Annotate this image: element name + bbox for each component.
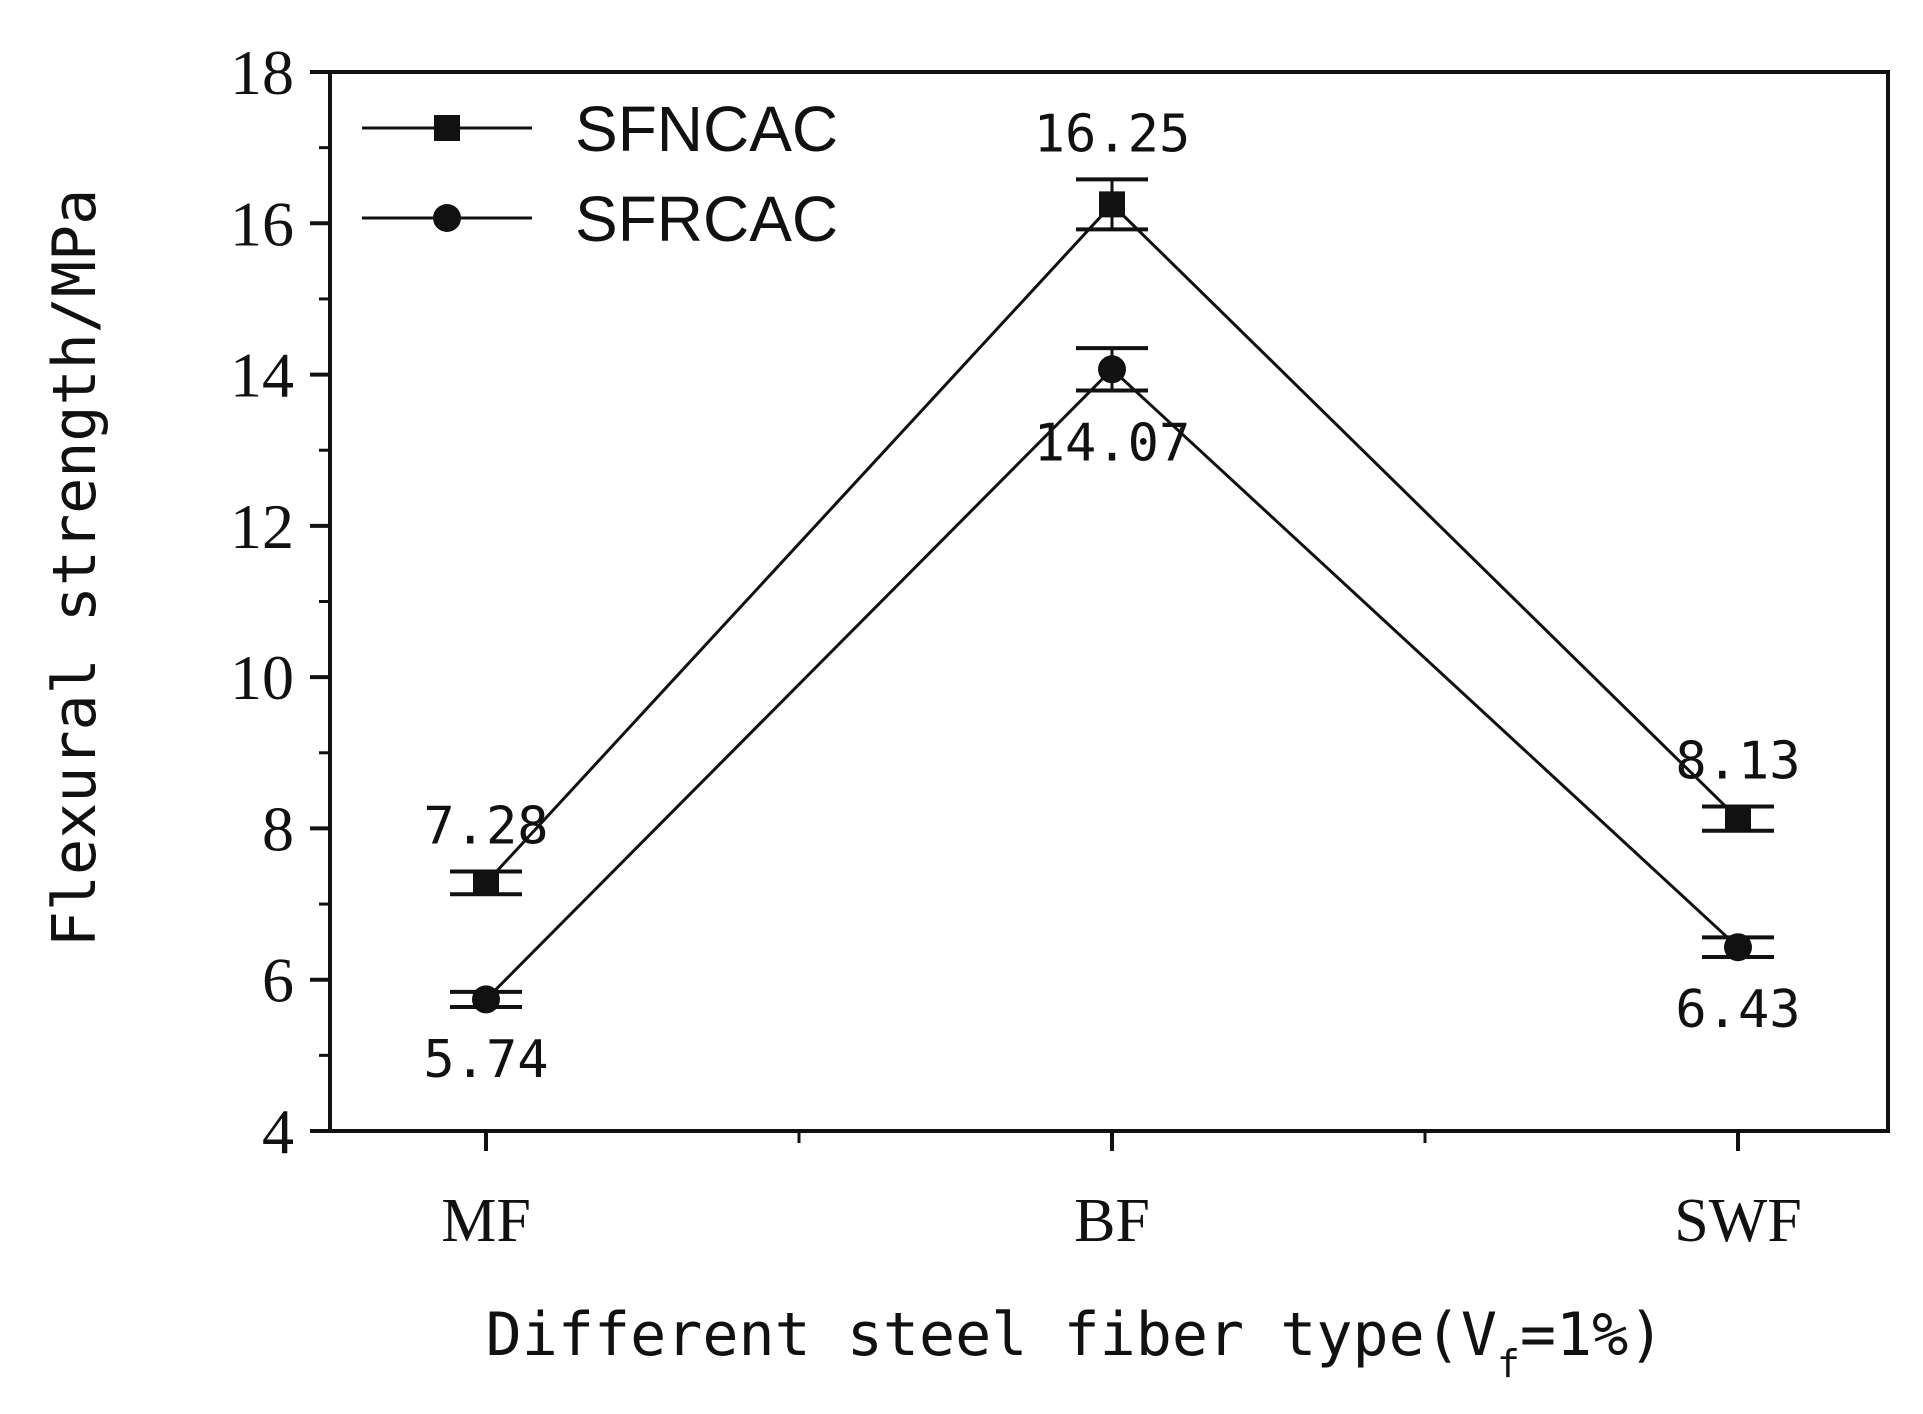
- data-label: 8.13: [1675, 731, 1800, 791]
- series-lines: [484, 202, 1740, 1001]
- legend-marker-square: [434, 115, 460, 141]
- y-tick-label: 4: [262, 1096, 294, 1167]
- data-label: 14.07: [1034, 413, 1191, 473]
- data-point-square: [1725, 805, 1751, 832]
- x-axis-title-tail: =1%): [1520, 1300, 1665, 1370]
- error-bars: [450, 177, 1774, 1009]
- markers: [472, 191, 1752, 1014]
- data-label: 5.74: [423, 1030, 548, 1090]
- data-label: 16.25: [1034, 104, 1191, 164]
- x-tick-label: SWF: [1674, 1187, 1801, 1255]
- ticks: [310, 70, 1740, 1151]
- x-tick-label: MF: [441, 1187, 531, 1255]
- y-tick-label: 8: [262, 793, 294, 864]
- y-tick-label: 6: [262, 945, 294, 1016]
- x-axis-title-subscript: f: [1497, 1342, 1520, 1386]
- legend-marker-circle: [433, 204, 461, 232]
- data-point-circle: [1724, 933, 1752, 962]
- y-tick-label: 14: [230, 340, 294, 411]
- y-tick-label: 16: [230, 188, 294, 259]
- y-tick-label: 12: [230, 491, 294, 562]
- series-line-sfncac: [484, 202, 1740, 884]
- data-label: 7.28: [423, 797, 548, 857]
- y-tick-label: 10: [230, 642, 294, 713]
- data-point-circle: [472, 985, 500, 1014]
- x-tick-label: BF: [1074, 1187, 1150, 1255]
- x-axis-title: Different steel fiber type(Vf=1%): [486, 1300, 1665, 1386]
- data-point-square: [473, 869, 499, 896]
- data-point-square: [1099, 191, 1125, 218]
- data-labels: 7.28 16.25 8.13 5.74 14.07 6.43: [423, 104, 1800, 1090]
- x-axis-title-main: Different steel fiber type(V: [486, 1300, 1497, 1370]
- y-tick-label: 18: [230, 37, 294, 108]
- y-axis-title: Flexural strength/MPa: [40, 189, 110, 948]
- legend-label: SFRCAC: [575, 183, 838, 255]
- legend-label: SFNCAC: [575, 93, 838, 165]
- data-label: 6.43: [1675, 980, 1800, 1040]
- data-point-circle: [1098, 355, 1126, 384]
- legend: SFNCAC SFRCAC: [362, 93, 838, 255]
- tick-labels: 4 6 8 10 12 14 16 18 MF BF SWF: [230, 37, 1802, 1255]
